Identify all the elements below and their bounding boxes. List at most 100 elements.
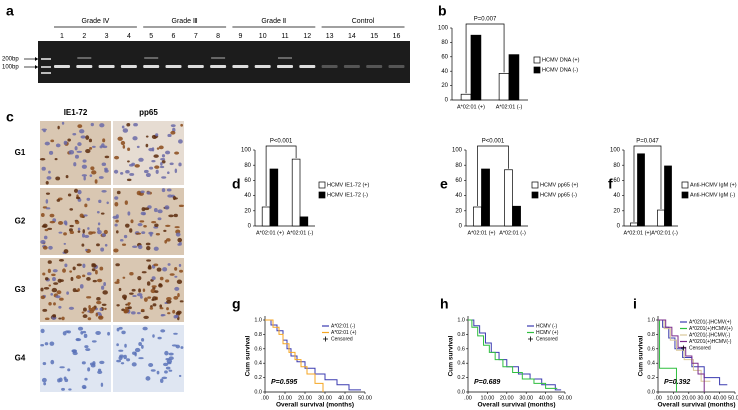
cell [116, 190, 121, 195]
cell [170, 124, 176, 128]
cell [166, 188, 172, 192]
legend-label: A*0201(-)HCMV(-) [689, 332, 730, 338]
cell [153, 208, 158, 213]
cell [140, 190, 145, 194]
cell [165, 224, 171, 227]
cell [174, 197, 178, 200]
cell [41, 377, 47, 383]
cell [154, 165, 160, 169]
cell [69, 230, 75, 234]
cell [155, 233, 161, 236]
row-label: G1 [15, 148, 26, 157]
cell [145, 172, 151, 178]
group-label: Grade Ⅳ [82, 18, 110, 25]
y-tick-label: 80 [613, 163, 620, 169]
cell [44, 228, 49, 232]
y-tick-label: 40 [613, 193, 620, 199]
cell [114, 196, 119, 200]
cell [144, 207, 150, 211]
cell [132, 136, 138, 141]
cell [91, 306, 96, 312]
cell [159, 304, 163, 308]
legend-label: A*02:01 (-) [331, 323, 356, 329]
cell [146, 281, 151, 286]
cell [53, 302, 56, 306]
cell [118, 349, 124, 352]
cell [89, 362, 95, 366]
cell [48, 301, 52, 306]
lane-number: 1 [60, 33, 64, 40]
y-tick-label: 20 [244, 208, 251, 214]
cell [125, 169, 130, 174]
cell [61, 121, 65, 125]
cell [58, 231, 63, 234]
cell [151, 159, 156, 163]
cell [113, 248, 119, 253]
cell [98, 176, 104, 179]
cell [79, 284, 84, 289]
bar [664, 165, 672, 227]
cell [76, 263, 82, 267]
y-tick-label: 0.8 [457, 332, 465, 338]
cell [72, 133, 77, 136]
lane-number: 10 [259, 33, 267, 40]
legend-label: A*0201(+)HCMV(-) [689, 339, 732, 345]
gel-band [143, 65, 160, 68]
cell [161, 154, 166, 158]
cell [145, 242, 151, 246]
cell [120, 362, 125, 365]
cell [166, 296, 172, 301]
significance-bracket [265, 145, 297, 206]
cell [114, 223, 118, 227]
cell [47, 227, 53, 230]
cell [81, 164, 88, 169]
cell [84, 377, 88, 381]
marker-label: 200bp [2, 57, 19, 63]
cell [174, 168, 178, 174]
cell [94, 179, 98, 184]
cell [81, 174, 88, 177]
y-tick-label: 80 [455, 163, 462, 169]
cell [134, 347, 141, 353]
cell [44, 342, 49, 346]
cell [146, 191, 151, 195]
cell [119, 354, 124, 358]
cell [152, 303, 157, 307]
cell [133, 123, 138, 127]
cell [49, 213, 55, 218]
cell [107, 331, 111, 336]
cell [100, 212, 105, 215]
cell [67, 368, 71, 372]
cell [95, 312, 99, 317]
x-tick-label: A*02:01 (+) [457, 104, 485, 110]
legend-swatch [318, 181, 326, 189]
cell [82, 263, 86, 269]
cell [122, 144, 126, 149]
y-tick-label: 0.6 [647, 346, 655, 352]
gel-band [254, 65, 271, 68]
cell [161, 376, 168, 380]
cell [135, 232, 142, 235]
cell [175, 232, 181, 237]
cell [126, 123, 131, 127]
lane-number: 12 [303, 33, 311, 40]
cell [101, 162, 107, 167]
cell [82, 386, 87, 389]
cell [180, 123, 184, 127]
y-tick-label: 40 [441, 69, 448, 75]
legend-label: HCMV (+) [536, 330, 559, 336]
cell [40, 212, 45, 218]
legend-swatch [681, 191, 689, 199]
cell [123, 234, 128, 239]
cell [176, 279, 183, 285]
cell [50, 359, 55, 365]
cell [123, 296, 127, 301]
cell [91, 268, 96, 272]
group-label: Grade Ⅲ [172, 18, 198, 25]
cell [61, 387, 65, 391]
cell [69, 270, 73, 273]
legend-censored-mark [323, 336, 328, 342]
cell [173, 332, 178, 335]
legend-label: Anti-HCMV IgM (+) [690, 182, 737, 188]
marker-label: 100bp [2, 65, 19, 71]
